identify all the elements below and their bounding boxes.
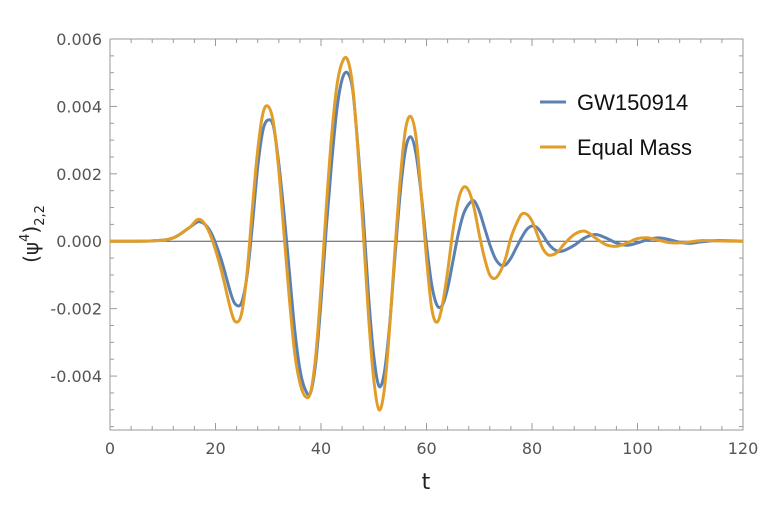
x-tick-label: 60 xyxy=(416,439,436,458)
legend: GW150914 Equal Mass xyxy=(540,90,692,160)
x-tick-label: 80 xyxy=(522,439,542,458)
y-axis-label: (ψ4)2,2 xyxy=(18,205,48,263)
y-tick-label: 0.004 xyxy=(56,97,102,116)
legend-label-gw150914: GW150914 xyxy=(577,90,688,115)
x-tick-labels: 0 20 40 60 80 100 120 xyxy=(105,439,758,458)
y-tick-label: 0.002 xyxy=(56,165,102,184)
x-tick-label: 40 xyxy=(311,439,331,458)
axis-ticks xyxy=(109,38,744,430)
y-tick-label: 0.000 xyxy=(56,232,102,251)
y-tick-labels: -0.004 -0.002 0.000 0.002 0.004 0.006 xyxy=(50,30,102,386)
legend-label-equal-mass: Equal Mass xyxy=(577,135,692,160)
x-tick-label: 100 xyxy=(622,439,653,458)
x-tick-label: 120 xyxy=(728,439,759,458)
series-layer xyxy=(109,55,744,412)
x-tick-label: 0 xyxy=(105,439,115,458)
x-axis-label: t xyxy=(422,470,431,495)
y-tick-label: -0.004 xyxy=(50,367,102,386)
x-tick-label: 20 xyxy=(205,439,225,458)
y-tick-label: 0.006 xyxy=(56,30,102,49)
series-line-equal-mass xyxy=(109,55,744,412)
series-line-gw150914 xyxy=(109,70,744,397)
y-tick-label: -0.002 xyxy=(50,300,102,319)
